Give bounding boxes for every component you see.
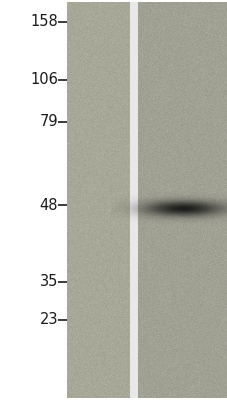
Bar (67, 2, 129, 398)
Text: 79: 79 (39, 114, 58, 130)
Text: 106: 106 (30, 72, 58, 88)
Text: 48: 48 (39, 198, 58, 212)
Text: 158: 158 (30, 14, 58, 30)
Text: 23: 23 (39, 312, 58, 328)
Text: 35: 35 (39, 274, 58, 290)
Bar (129, 2, 137, 398)
